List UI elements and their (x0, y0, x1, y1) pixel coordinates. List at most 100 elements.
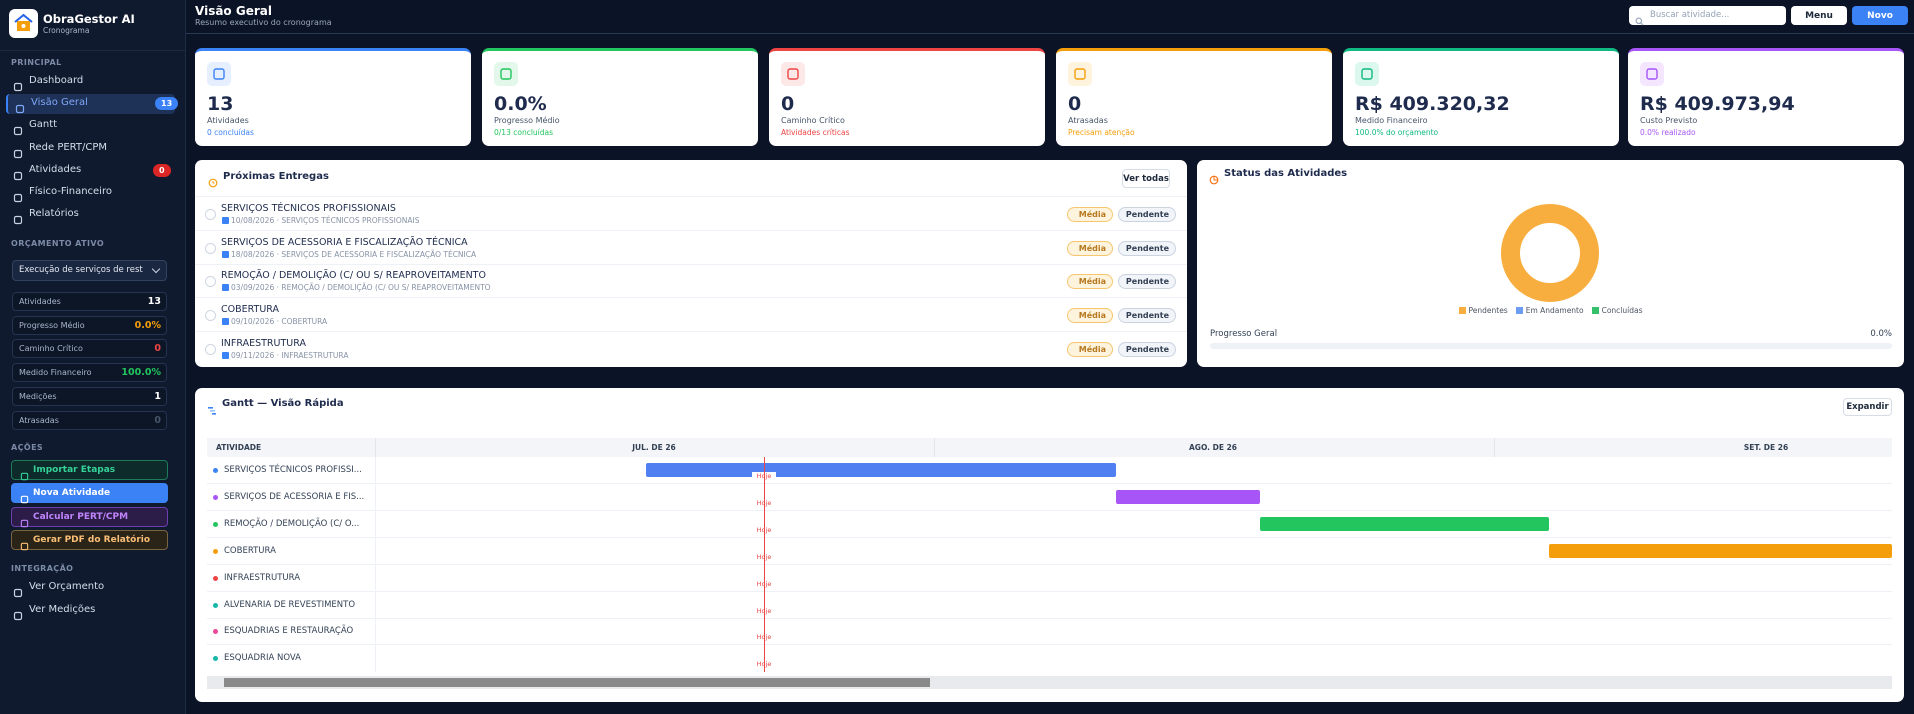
gantt-bar (1116, 489, 1260, 504)
nav-icon-glyph (13, 216, 23, 225)
delivery-meta: 18/08/2026 · SERVIÇOS DE ACESSORIA E FIS… (231, 249, 477, 259)
legend-label: Em Andamento (1525, 305, 1584, 315)
kpi-icon-glyph (787, 68, 799, 80)
action-button[interactable]: Gerar PDF do Relatório (11, 529, 168, 551)
gantt-bar (1260, 516, 1549, 531)
kpi-icon (1640, 62, 1664, 86)
delivery-meta: 09/11/2026 · INFRAESTRUTURA (231, 350, 349, 360)
header-border (186, 33, 1914, 34)
month-divider (934, 438, 935, 457)
nav-item[interactable]: Físico-Financeiro (6, 183, 175, 203)
activity-name: ALVENARIA DE REVESTIMENTO (224, 599, 356, 610)
nav-item[interactable]: Relatórios (6, 205, 175, 225)
legend-item[interactable]: Concluídas (1591, 306, 1642, 315)
gantt-icon (207, 400, 217, 415)
delivery-name: COBERTURA (221, 304, 280, 316)
nav-item[interactable]: Visão Geral 13 (6, 94, 179, 115)
gantt-row[interactable]: ALVENARIA DE REVESTIMENTO (207, 591, 1892, 619)
brand-name: ObraGestor AI (43, 12, 135, 26)
delivery-row[interactable]: SERVIÇOS DE ACESSORIA E FISCALIZAÇÃO TÉC… (195, 232, 1187, 265)
activity-name: REMOÇÃO / DEMOLIÇÃO (C/ O... (224, 518, 360, 529)
today-line (764, 457, 765, 672)
legend-item[interactable]: Pendentes (1458, 306, 1508, 315)
search-input[interactable]: Buscar atividade... (1629, 6, 1786, 26)
nav-label: Ver Orçamento (29, 581, 105, 592)
menu-button[interactable]: Menu (1791, 6, 1847, 25)
gantt-row[interactable]: REMOÇÃO / DEMOLIÇÃO (C/ O... (207, 510, 1892, 538)
nav-item[interactable]: Atividades 0 (6, 161, 175, 181)
delivery-name: SERVIÇOS TÉCNICOS PROFISSIONAIS (221, 203, 396, 214)
kpi-icon-glyph (1646, 68, 1658, 80)
page-subtitle: Resumo executivo do cronograma (195, 18, 332, 27)
legend-item[interactable]: Em Andamento (1515, 305, 1584, 315)
kpi-icon (494, 62, 518, 86)
deliveries-icon-glyph (208, 178, 218, 188)
action-button[interactable]: Calcular PERT/CPM (11, 506, 168, 527)
delivery-name: INFRAESTRUTURA (221, 337, 306, 349)
row-dot (213, 656, 218, 662)
search-placeholder: Buscar atividade... (1650, 10, 1730, 20)
today-label: Hoje (752, 660, 776, 668)
divider (0, 50, 186, 51)
nav-icon-glyph (13, 588, 23, 598)
priority-badge: Média (1067, 341, 1113, 357)
kpi-card: 0.0% Progresso Médio 0/13 concluídas (482, 48, 758, 146)
stat-row: Progresso Médio 0.0% (12, 315, 167, 335)
column-header: ATIVIDADE (216, 443, 262, 452)
status-badge: Pendente (1118, 308, 1176, 324)
action-button[interactable]: Nova Atividade (11, 483, 168, 504)
nav-item[interactable]: Dashboard (6, 72, 175, 92)
nav-badge: 13 (155, 97, 179, 111)
stat-row: Atrasadas 0 (12, 410, 167, 430)
month-divider (1494, 438, 1495, 457)
section-title: INTEGRAÇÃO (11, 564, 74, 573)
nav-label: Atividades (29, 163, 82, 175)
kpi-icon (781, 62, 805, 86)
gantt-row[interactable]: COBERTURA (207, 537, 1892, 565)
action-button[interactable]: Importar Etapas (11, 460, 168, 481)
nav-item[interactable]: Ver Orçamento (6, 578, 175, 598)
delivery-row[interactable]: INFRAESTRUTURA 09/11/2026 · INFRAESTRUTUR… (195, 333, 1187, 366)
delivery-row[interactable]: COBERTURA 09/10/2026 · COBERTURA Média Pend… (195, 299, 1187, 333)
nav-label: Rede PERT/CPM (29, 141, 108, 153)
kpi-sub: 0/13 concluídas (494, 128, 554, 137)
delivery-meta: 09/10/2026 · COBERTURA (231, 317, 328, 327)
activity-name: COBERTURA (224, 545, 276, 556)
new-button[interactable]: Novo (1852, 6, 1908, 25)
kpi-label: Custo Previsto (1640, 116, 1698, 125)
row-dot (213, 521, 218, 527)
nav-item[interactable]: Gantt (6, 116, 175, 136)
today-label: Hoje (752, 633, 776, 641)
donut-ring (1501, 204, 1599, 302)
section-title: ORÇAMENTO ATIVO (11, 239, 105, 248)
new-label: Novo (1867, 10, 1893, 21)
gantt-row[interactable]: SERVIÇOS DE ACESSORIA E FIS... (207, 483, 1892, 511)
brand-logo-glyph (14, 13, 33, 31)
expand-button[interactable]: Expandir (1843, 398, 1892, 416)
status-badge: Pendente (1118, 240, 1176, 256)
kpi-sub: 0.0% realizado (1640, 128, 1696, 137)
gantt-bar (1549, 543, 1892, 558)
action-label: Importar Etapas (33, 465, 116, 475)
stat-row: Atividades 13 (12, 292, 167, 311)
nav-item[interactable]: Ver Medições (6, 601, 175, 621)
gantt-row[interactable]: ESQUADRIAS E RESTAURAÇÃO (207, 618, 1892, 646)
action-icon-glyph (20, 496, 29, 504)
gantt-row[interactable]: SERVIÇOS TÉCNICOS PROFISSI... (207, 457, 1892, 484)
gantt-bar (646, 463, 1116, 477)
scroll-thumb[interactable] (224, 678, 930, 687)
budget-select[interactable]: Execução de serviços de rest (12, 260, 167, 281)
row-checkbox (205, 242, 216, 254)
expand-label: Expandir (1846, 402, 1889, 412)
nav-label: Visão Geral (31, 97, 88, 109)
select-caret (151, 264, 161, 274)
progress-track (1210, 343, 1892, 349)
nav-item[interactable]: Rede PERT/CPM (6, 139, 175, 159)
gantt-row[interactable]: INFRAESTRUTURA (207, 564, 1892, 592)
delivery-row[interactable]: SERVIÇOS TÉCNICOS PROFISSIONAIS 10/08/202… (195, 198, 1187, 231)
gantt-row[interactable]: ESQUADRIA NOVA (207, 645, 1892, 673)
view-all-button[interactable]: Ver todas (1122, 169, 1170, 188)
delivery-row[interactable]: REMOÇÃO / DEMOLIÇÃO (C/ OU S/ REAPROVEIT… (195, 265, 1187, 299)
gantt-icon-glyph (208, 407, 216, 415)
kpi-card: 0 Atrasadas Precisam atenção (1056, 48, 1332, 146)
